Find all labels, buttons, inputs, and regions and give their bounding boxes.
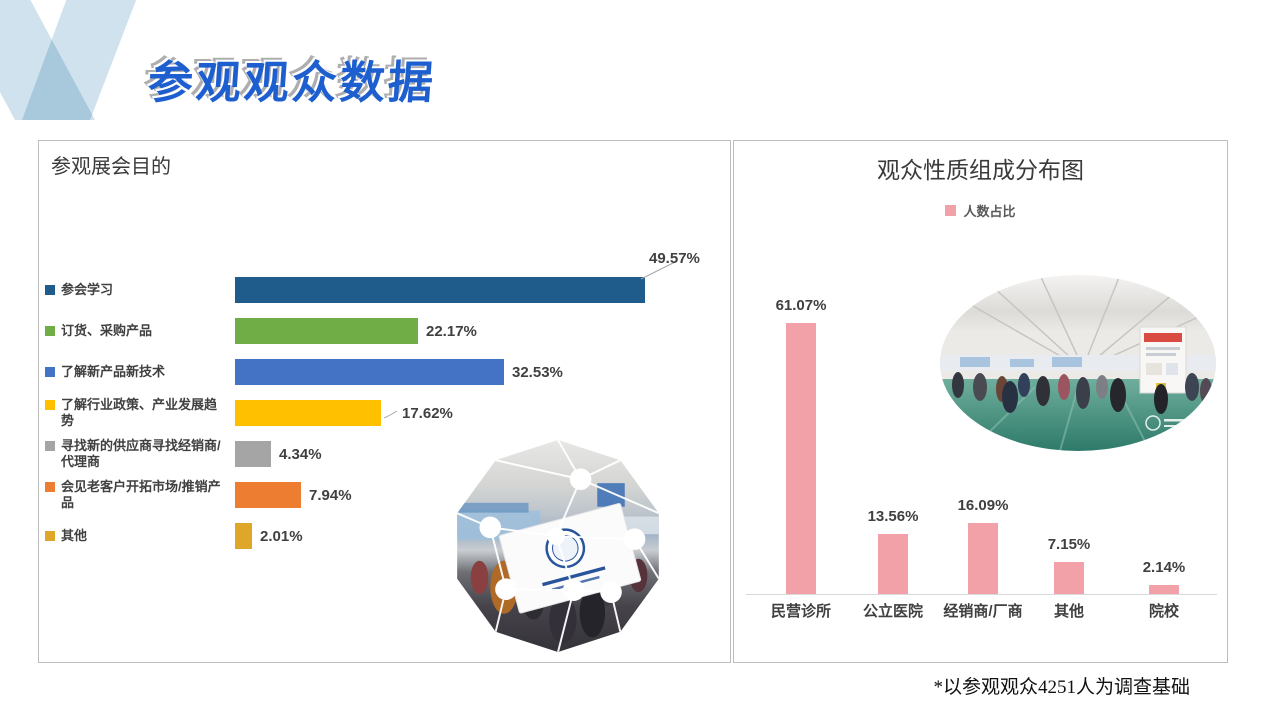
purpose-row: 了解新产品新技术 32.53% <box>45 359 724 385</box>
purpose-row: 会见老客户开拓市场/推销产品 7.94% <box>45 479 724 511</box>
v-ribbon-logo-icon <box>0 0 137 120</box>
bar <box>235 277 645 303</box>
purpose-panel: 参观展会目的 参会学习 49.57% 订货、采购产品 22.17% 了解新产品新技术 32… <box>38 140 731 663</box>
value-label: 22.17% <box>426 322 477 340</box>
composition-chart-title: 观众性质组成分布图 <box>877 157 1084 183</box>
exhibition-crowd-photo-polygon <box>457 439 659 653</box>
composition-panel: 观众性质组成分布图 人数占比 <box>733 140 1228 663</box>
value-label: 61.07% <box>775 297 827 314</box>
value-label: 49.57% <box>649 250 700 267</box>
series-swatch-icon <box>45 531 55 541</box>
composition-column: 7.15% 其他 <box>1019 141 1119 662</box>
category-label: 民营诊所 <box>770 603 831 620</box>
series-swatch-icon <box>45 482 55 492</box>
value-label: 2.14% <box>1142 559 1186 576</box>
value-label: 32.53% <box>512 363 563 381</box>
category-label: 寻找新的供应商寻找经销商/代理商 <box>45 438 235 470</box>
category-text: 订货、采购产品 <box>61 323 153 338</box>
purpose-row: 寻找新的供应商寻找经销商/代理商 4.34% <box>45 438 724 470</box>
category-label: 院校 <box>1148 603 1179 620</box>
purpose-row: 其他 2.01% <box>45 523 724 549</box>
category-label: 了解行业政策、产业发展趋势 <box>45 397 235 429</box>
category-text: 了解新产品新技术 <box>61 364 166 379</box>
bar <box>786 323 816 594</box>
value-label: 7.94% <box>309 486 352 504</box>
chart-legend: 人数占比 <box>734 201 1227 220</box>
survey-basis-note: *以参观观众4251人为调查基础 <box>933 677 1190 698</box>
category-label: 订货、采购产品 <box>45 323 235 339</box>
series-swatch-icon <box>45 326 55 336</box>
value-label: 17.62% <box>402 404 453 422</box>
composition-chart: 61.07% 民营诊所 13.56% 公立医院 16.09% 经销商/厂商 7.15% 其他 2… <box>734 141 1227 662</box>
x-axis-line <box>746 594 1217 595</box>
category-label: 了解新产品新技术 <box>45 364 235 380</box>
legend-swatch-icon <box>945 205 957 216</box>
bar <box>878 534 908 594</box>
category-label: 公立医院 <box>862 603 923 620</box>
category-text: 寻找新的供应商寻找经销商/代理商 <box>61 438 221 469</box>
value-label: 7.15% <box>1047 536 1091 553</box>
value-label: 16.09% <box>957 497 1009 514</box>
category-label: 会见老客户开拓市场/推销产品 <box>45 479 235 511</box>
composition-column: 61.07% 民营诊所 <box>751 141 851 662</box>
bar <box>235 400 381 426</box>
value-label: 4.34% <box>279 445 322 463</box>
category-label: 经销商/厂商 <box>943 603 1023 620</box>
value-label: 2.01% <box>260 527 303 545</box>
series-swatch-icon <box>45 441 55 451</box>
leader-line <box>383 410 398 419</box>
bar <box>235 523 252 549</box>
category-text: 会见老客户开拓市场/推销产品 <box>61 479 221 510</box>
composition-column: 16.09% 经销商/厂商 <box>933 141 1033 662</box>
composition-column: 13.56% 公立医院 <box>843 141 943 662</box>
category-label: 其他 <box>1053 603 1084 620</box>
bar <box>235 482 301 508</box>
page-title: 参观观众数据 <box>146 57 438 108</box>
category-label: 其他 <box>45 528 235 544</box>
leader-line <box>640 260 678 280</box>
category-label: 参会学习 <box>45 282 235 298</box>
bar <box>235 318 418 344</box>
series-swatch-icon <box>45 285 55 295</box>
legend-label: 人数占比 <box>963 204 1016 219</box>
bar <box>235 359 504 385</box>
purpose-row: 订货、采购产品 22.17% <box>45 318 724 344</box>
bar <box>235 441 271 467</box>
purpose-chart-title: 参观展会目的 <box>51 156 171 178</box>
series-swatch-icon <box>45 400 55 410</box>
bar <box>968 523 998 594</box>
bar <box>1149 585 1179 594</box>
category-text: 参会学习 <box>61 282 114 297</box>
purpose-chart: 参会学习 49.57% 订货、采购产品 22.17% 了解新产品新技术 32.53% 了解行… <box>45 250 724 564</box>
purpose-row: 了解行业政策、产业发展趋势 17.62% <box>45 397 724 429</box>
category-text: 其他 <box>61 528 88 543</box>
value-label: 13.56% <box>867 508 919 525</box>
bar <box>1054 562 1084 594</box>
exhibition-hall-photo-ellipse <box>940 275 1216 451</box>
purpose-row: 参会学习 49.57% <box>45 250 724 303</box>
category-text: 了解行业政策、产业发展趋势 <box>61 397 218 428</box>
series-swatch-icon <box>45 367 55 377</box>
composition-column: 2.14% 院校 <box>1114 141 1214 662</box>
